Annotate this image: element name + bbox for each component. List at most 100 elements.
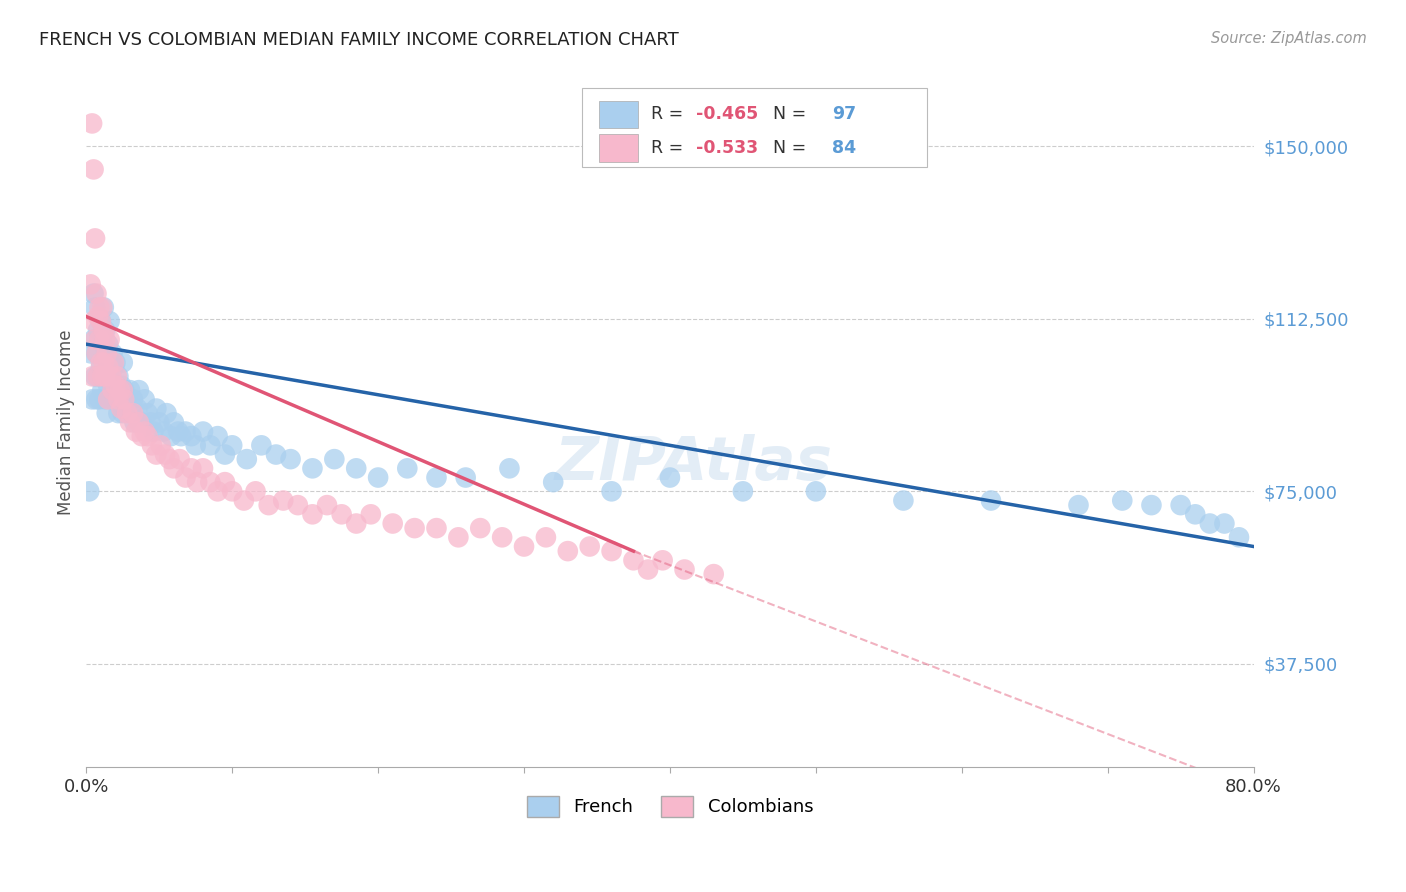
Point xyxy=(93,369,115,384)
Point xyxy=(174,425,197,439)
Text: 84: 84 xyxy=(832,139,856,157)
Point xyxy=(105,369,128,384)
Text: FRENCH VS COLOMBIAN MEDIAN FAMILY INCOME CORRELATION CHART: FRENCH VS COLOMBIAN MEDIAN FAMILY INCOME… xyxy=(39,31,679,49)
Point xyxy=(163,415,186,429)
Point xyxy=(122,392,145,407)
Point xyxy=(79,277,101,292)
Point xyxy=(170,429,193,443)
Point xyxy=(110,378,132,392)
Point xyxy=(425,470,447,484)
Point xyxy=(141,438,163,452)
Point xyxy=(1184,508,1206,522)
Point xyxy=(673,562,696,576)
Point xyxy=(1198,516,1220,531)
Point xyxy=(159,452,181,467)
Point xyxy=(83,286,105,301)
Point xyxy=(90,314,112,328)
Point xyxy=(87,323,110,337)
Text: R =: R = xyxy=(651,139,689,157)
Text: N =: N = xyxy=(762,105,811,123)
Point xyxy=(96,346,118,360)
Point xyxy=(112,383,135,397)
Point xyxy=(1170,498,1192,512)
Point xyxy=(91,383,114,397)
Point xyxy=(184,438,207,452)
Point xyxy=(120,415,142,429)
Point xyxy=(191,425,214,439)
Point xyxy=(89,301,111,315)
Point xyxy=(125,425,148,439)
Point xyxy=(97,378,120,392)
Point xyxy=(79,346,101,360)
Point xyxy=(101,383,124,397)
Text: N =: N = xyxy=(762,139,811,157)
Point xyxy=(174,470,197,484)
Point xyxy=(271,493,294,508)
Point xyxy=(87,310,110,324)
Point xyxy=(155,406,177,420)
Point xyxy=(91,369,114,384)
Point xyxy=(101,383,124,397)
Point xyxy=(214,448,236,462)
Point xyxy=(360,508,382,522)
Point xyxy=(1140,498,1163,512)
Point xyxy=(145,401,167,416)
Point xyxy=(396,461,419,475)
Point xyxy=(980,493,1002,508)
Point xyxy=(89,333,111,347)
Point xyxy=(115,392,138,407)
Point xyxy=(344,516,367,531)
Point xyxy=(93,301,115,315)
Point xyxy=(180,461,202,475)
Point xyxy=(111,355,134,369)
Point xyxy=(93,323,115,337)
Point xyxy=(94,392,117,407)
Point xyxy=(89,392,111,407)
Text: -0.533: -0.533 xyxy=(696,139,758,157)
Point xyxy=(200,475,222,490)
Point xyxy=(98,333,121,347)
Point xyxy=(84,301,107,315)
Point xyxy=(84,231,107,245)
Point xyxy=(623,553,645,567)
Point xyxy=(541,475,564,490)
Point xyxy=(136,429,159,443)
Point xyxy=(96,346,118,360)
Point xyxy=(264,448,287,462)
Point xyxy=(1213,516,1236,531)
Point xyxy=(180,429,202,443)
Text: -0.465: -0.465 xyxy=(696,105,758,123)
Point xyxy=(108,392,131,407)
Point xyxy=(128,383,150,397)
Point xyxy=(83,333,105,347)
Point xyxy=(221,484,243,499)
Point xyxy=(167,425,190,439)
Point xyxy=(245,484,267,499)
Y-axis label: Median Family Income: Median Family Income xyxy=(58,330,75,515)
Point xyxy=(86,346,108,360)
Point xyxy=(107,406,129,420)
Point xyxy=(232,493,254,508)
Point xyxy=(104,378,127,392)
Point xyxy=(134,392,156,407)
Point xyxy=(893,493,915,508)
Point xyxy=(136,406,159,420)
Point xyxy=(651,553,673,567)
Point xyxy=(600,484,623,499)
Point xyxy=(87,369,110,384)
Point xyxy=(91,301,114,315)
Legend: French, Colombians: French, Colombians xyxy=(519,789,821,824)
Point xyxy=(91,337,114,351)
Point xyxy=(110,401,132,416)
Point xyxy=(1111,493,1133,508)
Point xyxy=(107,369,129,384)
Point xyxy=(127,401,149,416)
Point xyxy=(121,406,143,420)
Point xyxy=(703,567,725,582)
Point xyxy=(83,314,105,328)
Point xyxy=(131,429,153,443)
Point xyxy=(149,438,172,452)
Point xyxy=(214,475,236,490)
Point xyxy=(93,355,115,369)
Point xyxy=(77,484,100,499)
